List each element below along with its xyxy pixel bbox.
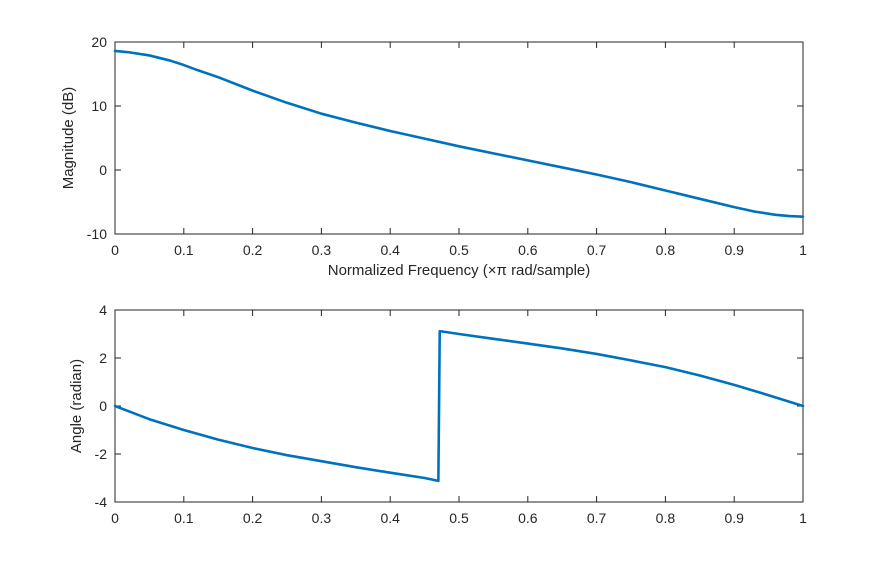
magnitude-x-tick-label: 0 xyxy=(111,242,119,258)
magnitude-y-tick-label: -10 xyxy=(87,226,107,242)
magnitude-plot-area xyxy=(114,41,804,235)
phase-chart: 0 0.1 0.2 0.3 0.4 0.5 0.6 0.7 0.8 0.9 1 -4 -2 0 2 4 Ang… xyxy=(68,302,807,526)
phase-x-tick-label: 0.4 xyxy=(380,510,400,526)
magnitude-x-tick-label: 0.3 xyxy=(312,242,332,258)
phase-y-tick-label: -4 xyxy=(95,494,108,510)
phase-y-tick-label: 2 xyxy=(99,350,107,366)
phase-x-tick-label: 0.5 xyxy=(449,510,469,526)
magnitude-x-tick-label: 0.7 xyxy=(587,242,607,258)
magnitude-y-tick-label: 10 xyxy=(91,98,107,114)
magnitude-y-tick-label: 20 xyxy=(91,34,107,50)
magnitude-x-axis-title: Normalized Frequency (×π rad/sample) xyxy=(328,262,591,279)
phase-x-tick-label: 0 xyxy=(111,510,119,526)
magnitude-x-tick-label: 1 xyxy=(799,242,807,258)
phase-y-tick-label: 0 xyxy=(99,398,107,414)
phase-ticks: 0 0.1 0.2 0.3 0.4 0.5 0.6 0.7 0.8 0.9 1 -4 -2 0 2 4 xyxy=(95,302,808,526)
magnitude-line xyxy=(113,49,805,219)
phase-plot-area xyxy=(114,309,804,503)
magnitude-y-tick-label: 0 xyxy=(99,162,107,178)
phase-x-tick-label: 0.1 xyxy=(174,510,194,526)
magnitude-x-tick-label: 0.4 xyxy=(380,242,400,258)
phase-x-tick-label: 1 xyxy=(799,510,807,526)
phase-line xyxy=(113,329,805,483)
magnitude-x-tick-label: 0.8 xyxy=(656,242,676,258)
magnitude-x-tick-label: 0.1 xyxy=(174,242,194,258)
magnitude-x-tick-label: 0.9 xyxy=(724,242,744,258)
magnitude-x-tick-label: 0.6 xyxy=(518,242,538,258)
phase-x-tick-label: 0.9 xyxy=(724,510,744,526)
phase-y-tick-label: -2 xyxy=(95,446,108,462)
phase-y-axis-title: Angle (radian) xyxy=(68,359,85,453)
phase-x-tick-label: 0.3 xyxy=(312,510,332,526)
phase-x-tick-label: 0.2 xyxy=(243,510,263,526)
magnitude-x-tick-label: 0.2 xyxy=(243,242,263,258)
magnitude-x-tick-label: 0.5 xyxy=(449,242,469,258)
phase-y-tick-label: 4 xyxy=(99,302,107,318)
phase-x-tick-label: 0.7 xyxy=(587,510,607,526)
phase-x-tick-label: 0.6 xyxy=(518,510,538,526)
magnitude-y-axis-title: Magnitude (dB) xyxy=(60,87,77,190)
phase-x-tick-label: 0.8 xyxy=(656,510,676,526)
